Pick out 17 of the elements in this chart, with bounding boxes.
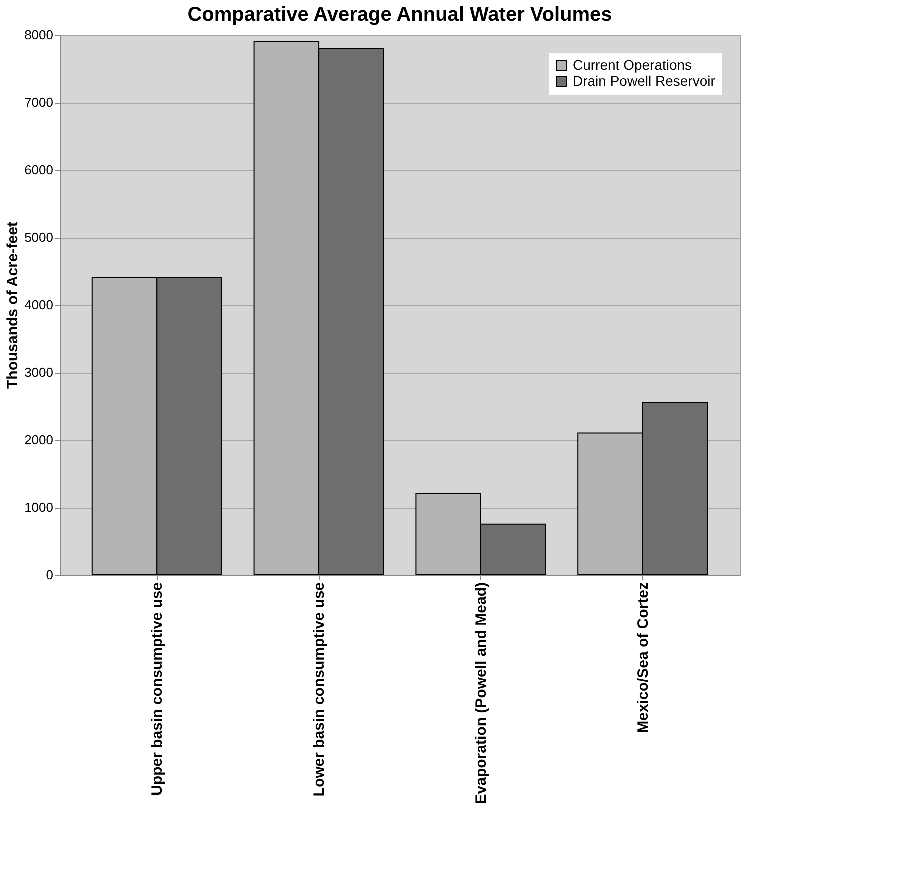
y-tick-label: 7000: [24, 95, 54, 110]
x-tick-label: Mexico/Sea of Cortez: [634, 582, 652, 734]
y-tick-label: 6000: [24, 162, 54, 178]
x-tick-label: Lower basin consumptive use: [311, 582, 328, 797]
chart-title: Comparative Average Annual Water Volumes: [188, 4, 612, 26]
legend-label: Current Operations: [573, 57, 692, 73]
y-tick-label: 0: [46, 568, 54, 582]
y-tick-label: 3000: [24, 365, 54, 380]
y-tick-label: 4000: [24, 298, 54, 312]
y-tick-label: 2000: [24, 432, 54, 448]
y-axis-title: Thousands of Acre-feet: [4, 222, 22, 389]
x-tick-label: Upper basin consumptive use: [149, 582, 166, 796]
x-tick-label: Evaporation (Powell and Mead): [472, 582, 490, 804]
y-tick-label: 8000: [24, 28, 54, 42]
y-tick-label: 5000: [24, 230, 54, 245]
y-tick-label: 1000: [24, 500, 54, 515]
legend-label: Drain Powell Reservoir: [573, 73, 716, 89]
